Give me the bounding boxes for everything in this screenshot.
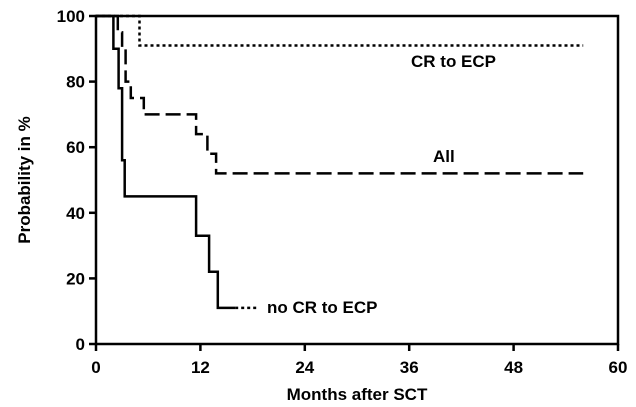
series-label-no-cr-to-ecp: no CR to ECP (267, 298, 378, 317)
series-labels: CR to ECP All no CR to ECP (267, 52, 496, 317)
series-line-all (96, 14, 584, 175)
y-axis: 0 20 40 60 80 100 (57, 7, 96, 354)
y-tick-label: 100 (57, 7, 85, 26)
series-layer (96, 14, 584, 310)
y-tick-label: 40 (66, 204, 85, 223)
x-tick-label: 60 (609, 358, 628, 377)
x-tick-label: 24 (295, 358, 314, 377)
series-label-all: All (433, 147, 455, 166)
x-tick-label: 12 (191, 358, 210, 377)
y-tick-label: 60 (66, 138, 85, 157)
x-axis: 0 12 24 36 48 60 (91, 344, 627, 377)
x-tick-label: 0 (91, 358, 100, 377)
x-axis-label: Months after SCT (287, 385, 428, 404)
y-tick-label: 80 (66, 73, 85, 92)
x-tick-label: 48 (504, 358, 523, 377)
series-line-cr-to-ecp (96, 14, 584, 47)
y-tick-label: 0 (76, 335, 85, 354)
series-label-cr-to-ecp: CR to ECP (411, 52, 496, 71)
y-axis-label: Probability in % (15, 116, 34, 244)
series-line-no-cr-to-ecp (96, 14, 236, 310)
y-tick-label: 20 (66, 269, 85, 288)
x-tick-label: 36 (400, 358, 419, 377)
plot-frame (94, 14, 620, 346)
